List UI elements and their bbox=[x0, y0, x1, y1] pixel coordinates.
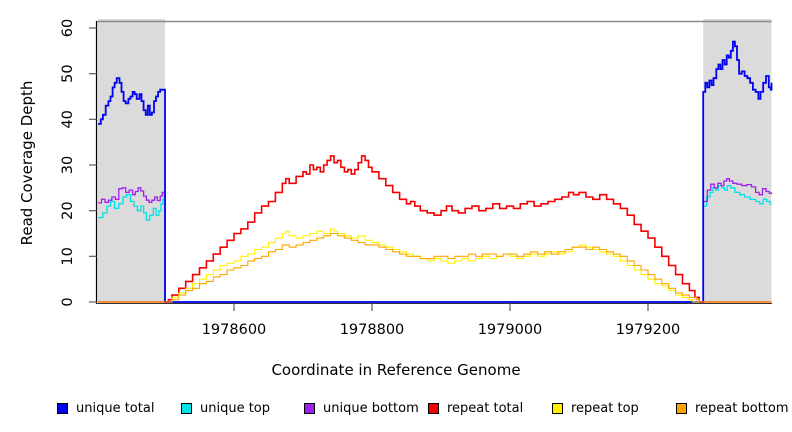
series-repeat-bottom bbox=[98, 232, 772, 303]
shaded-region bbox=[703, 19, 772, 303]
unique-total-swatch-icon bbox=[57, 402, 68, 414]
plot-legend: unique total unique top unique bottom re… bbox=[0, 400, 792, 424]
series-repeat-total bbox=[98, 155, 772, 303]
legend-item-repeat-bottom: repeat bottom bbox=[676, 400, 789, 416]
legend-label: unique top bbox=[200, 400, 271, 416]
repeat-bottom-swatch-icon bbox=[676, 402, 687, 414]
series-unique-total bbox=[98, 40, 773, 303]
legend-item-unique-top: unique top bbox=[181, 400, 270, 416]
y-tick-label: 0 bbox=[60, 297, 76, 306]
repeat-top-swatch-icon bbox=[552, 402, 563, 414]
legend-item-repeat-top: repeat top bbox=[552, 400, 639, 416]
x-tick-label: 1979000 bbox=[478, 322, 543, 338]
x-tick-label: 1979200 bbox=[616, 322, 681, 338]
legend-label: repeat total bbox=[447, 400, 524, 416]
x-axis-title: Coordinate in Reference Genome bbox=[271, 361, 521, 379]
legend-item-unique-total: unique total bbox=[57, 400, 154, 416]
legend-item-repeat-total: repeat total bbox=[428, 400, 523, 416]
unique-top-swatch-icon bbox=[181, 402, 192, 414]
legend-label: repeat bottom bbox=[695, 400, 789, 416]
y-axis-title: Read Coverage Depth bbox=[18, 80, 36, 246]
legend-label: repeat top bbox=[571, 400, 639, 416]
y-tick-label: 30 bbox=[60, 156, 76, 174]
legend-item-unique-bottom: unique bottom bbox=[304, 400, 419, 416]
legend-label: unique total bbox=[76, 400, 155, 416]
y-tick-label: 40 bbox=[60, 110, 76, 128]
shaded-region bbox=[97, 19, 165, 303]
y-tick-label: 50 bbox=[60, 64, 76, 82]
x-tick-label: 1978600 bbox=[202, 322, 267, 338]
y-tick-label: 60 bbox=[60, 19, 76, 37]
repeat-total-swatch-icon bbox=[428, 402, 439, 414]
legend-label: unique bottom bbox=[323, 400, 419, 416]
y-tick-label: 20 bbox=[60, 201, 76, 219]
unique-bottom-swatch-icon bbox=[304, 402, 315, 414]
x-tick-label: 1978800 bbox=[340, 322, 405, 338]
y-tick-label: 10 bbox=[60, 247, 76, 265]
